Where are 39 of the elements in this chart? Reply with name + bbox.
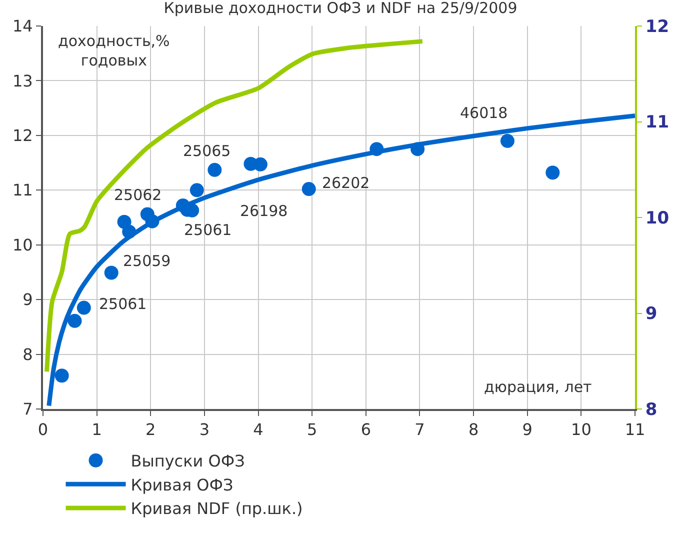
x-tick-label: 0 xyxy=(38,420,48,440)
legend-label: Кривая ОФЗ xyxy=(130,475,234,494)
x-axis-title: дюрация, лет xyxy=(484,378,592,396)
annotation: 25061 xyxy=(99,295,147,313)
y2-tick-label: 11 xyxy=(645,112,670,133)
y-tick-label: 14 xyxy=(12,16,33,36)
annotation: 26198 xyxy=(240,202,288,220)
y-tick-label: 12 xyxy=(12,126,33,146)
annotation: 25065 xyxy=(183,142,231,160)
y2-tick-label: 10 xyxy=(645,208,670,228)
annotation: 25062 xyxy=(114,186,162,204)
x-tick-label: 7 xyxy=(414,420,425,440)
annotation: 25059 xyxy=(123,252,171,270)
annotation: 26202 xyxy=(322,174,370,192)
x-tick-label: 8 xyxy=(468,420,479,440)
legend-label: Выпуски ОФЗ xyxy=(130,452,245,471)
y-tick-label: 9 xyxy=(22,290,33,310)
y-tick-label: 10 xyxy=(12,235,33,254)
x-tick-label: 4 xyxy=(253,420,264,440)
y-tick-label: 8 xyxy=(22,344,33,364)
y-tick-label: 11 xyxy=(12,180,33,200)
y2-tick-label: 9 xyxy=(645,304,658,324)
x-tick-label: 2 xyxy=(146,420,156,440)
x-tick-label: 6 xyxy=(360,420,372,440)
y2-tick-label: 8 xyxy=(645,400,658,420)
x-tick-label: 10 xyxy=(571,420,592,440)
y-tick-label: 7 xyxy=(22,400,33,419)
annotation: 25061 xyxy=(184,221,232,239)
x-tick-label: 9 xyxy=(522,420,532,440)
y2-tick-label: 12 xyxy=(645,16,670,37)
x-tick-label: 1 xyxy=(92,420,102,440)
y-tick-label: 13 xyxy=(12,71,33,90)
chart-title: Кривые доходности ОФЗ и NDF на 25/9/2009 xyxy=(164,0,518,18)
y-axis-title: доходность,% годовых xyxy=(58,32,170,70)
x-tick-label: 5 xyxy=(306,420,318,440)
x-tick-label: 3 xyxy=(199,420,210,440)
annotation: 46018 xyxy=(460,104,508,122)
x-tick-label: 11 xyxy=(624,420,646,440)
legend-label: Кривая NDF (пр.шк.) xyxy=(130,499,303,518)
